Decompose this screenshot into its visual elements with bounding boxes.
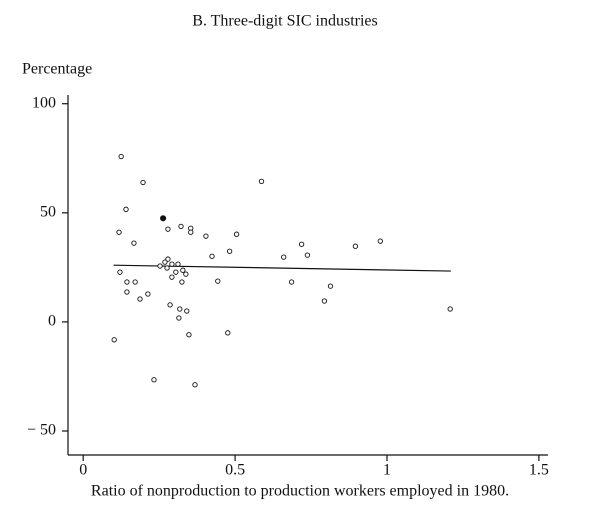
point xyxy=(183,271,189,277)
point xyxy=(169,261,175,267)
y-axis-label: Percentage xyxy=(22,61,92,78)
point xyxy=(111,337,117,343)
x-tick-label: 1 xyxy=(383,462,391,479)
point xyxy=(137,296,143,302)
point xyxy=(352,243,359,249)
point xyxy=(132,279,138,285)
point xyxy=(165,226,171,232)
x-axis-label: Ratio of nonproduction to production wor… xyxy=(91,483,509,500)
point xyxy=(175,261,181,267)
point xyxy=(180,267,186,273)
point xyxy=(145,291,151,297)
point xyxy=(140,179,146,186)
point xyxy=(226,248,233,254)
point xyxy=(179,279,185,285)
point xyxy=(151,377,157,383)
point xyxy=(447,306,453,312)
point xyxy=(123,206,129,212)
point xyxy=(176,315,182,321)
point xyxy=(131,240,137,246)
point xyxy=(169,274,175,280)
point xyxy=(116,229,122,235)
point xyxy=(186,332,192,338)
x-tick-label: 0 xyxy=(79,462,87,479)
point xyxy=(288,279,295,285)
y-tick-label: 100 xyxy=(32,94,56,111)
point xyxy=(184,308,190,314)
point xyxy=(162,259,168,265)
chart-title: B. Three-digit SIC industries xyxy=(192,13,377,30)
point xyxy=(124,289,130,295)
point xyxy=(165,256,171,262)
point xyxy=(281,254,287,260)
point xyxy=(178,223,184,229)
point xyxy=(167,302,173,308)
y-tick-label: 50 xyxy=(40,203,56,220)
point xyxy=(215,278,221,284)
point xyxy=(298,241,305,247)
point xyxy=(192,382,198,388)
point xyxy=(188,229,194,235)
point xyxy=(209,253,215,259)
point xyxy=(117,269,123,275)
point xyxy=(304,252,311,258)
trend-line xyxy=(113,264,451,272)
point xyxy=(124,279,130,285)
point xyxy=(173,269,179,275)
point xyxy=(203,233,209,239)
x-tick-label: 1.5 xyxy=(529,462,549,479)
point xyxy=(118,153,124,160)
y-tick-label: 0 xyxy=(48,313,56,330)
point xyxy=(160,215,167,222)
point xyxy=(258,178,265,185)
x-tick-label: 0.5 xyxy=(225,462,245,479)
point xyxy=(177,306,183,312)
y-tick-label: − 50 xyxy=(27,422,56,439)
point xyxy=(164,265,170,271)
point xyxy=(157,263,163,269)
point xyxy=(225,330,231,336)
point xyxy=(377,238,383,244)
point xyxy=(233,231,240,237)
point xyxy=(321,298,328,304)
point xyxy=(327,283,334,289)
